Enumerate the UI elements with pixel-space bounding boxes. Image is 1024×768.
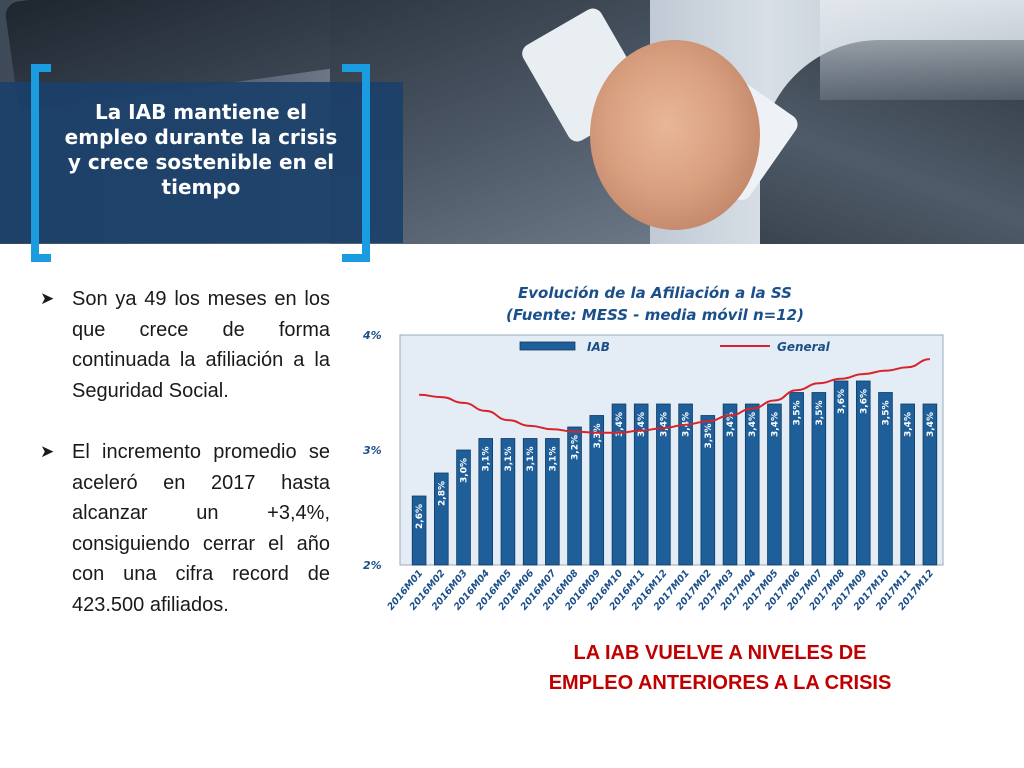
left-bracket-decoration [31,64,51,262]
slide-title: La IAB mantiene el empleo durante la cri… [64,100,338,199]
bar-data-label: 3,0% [460,458,470,483]
bar-data-label: 3,4% [726,412,736,437]
bar-data-label: 3,4% [904,412,914,437]
bar-data-label: 3,5% [815,401,825,426]
chart-title: Evolución de la Afiliación a la SS (Fuen… [420,282,890,326]
bar-data-label: 3,1% [526,447,536,472]
y-tick-label: 4% [362,329,382,342]
legend-swatch-iab [519,341,576,351]
bar-data-label: 3,1% [482,447,492,472]
bar-data-label: 3,4% [926,412,936,437]
bar [700,415,716,566]
bar [478,438,494,566]
bar [522,438,538,566]
bar-data-label: 3,2% [571,435,581,460]
bar [722,403,738,566]
bullet-text: El incremento promedio se aceleró en 201… [72,441,330,616]
legend-label-iab: IAB [587,340,610,354]
bar-data-label: 3,4% [637,412,647,437]
bar [833,380,849,566]
title-box [0,82,403,243]
general-series-line [419,358,930,434]
bullet-item: ➤ Son ya 49 los meses en los que crece d… [40,284,330,406]
bar [922,403,938,566]
bar-data-label: 3,3% [593,424,603,449]
y-tick-label: 3% [363,444,382,457]
arrow-right-icon: ➤ [40,442,55,461]
bar-data-label: 3,5% [793,401,803,426]
bar [411,495,427,566]
bar-data-label: 3,4% [770,412,780,437]
bullet-text: Son ya 49 los meses en los que crece de … [72,288,330,402]
handshake-hands [590,40,760,230]
bar-data-label: 2,8% [437,481,447,506]
bar [900,403,915,566]
y-tick-label: 2% [363,559,382,572]
handshake-photo [0,0,1024,244]
bar [434,472,449,566]
bar [878,392,893,566]
bullet-list: ➤ Son ya 49 los meses en los que crece d… [40,284,330,651]
bar [678,403,693,566]
bar [545,438,560,566]
tagline-line1: LA IAB VUELVE A NIVELES DE [573,642,867,664]
bar [811,392,827,566]
affiliation-bar-chart: 2%3%4%2,6%2016M012,8%2016M023,0%2016M033… [362,329,944,613]
bar [456,449,471,566]
bar-data-label: 3,4% [748,412,758,437]
bar-data-label: 3,3% [704,424,714,449]
tagline: LA IAB VUELVE A NIVELES DE EMPLEO ANTERI… [500,638,940,698]
chart-title-line2: (Fuente: MESS - media móvil n=12) [506,306,804,324]
bar [633,403,649,566]
bar [744,403,760,566]
bar [855,380,871,566]
bar [500,438,516,566]
bar-data-label: 3,6% [837,389,847,414]
tagline-line2: EMPLEO ANTERIORES A LA CRISIS [548,672,892,694]
bar [589,415,605,566]
bar [767,403,782,566]
arrow-right-icon: ➤ [40,289,55,308]
bar [611,403,627,566]
bar [789,392,804,566]
bar-data-label: 3,1% [548,447,558,472]
bar-data-label: 2,6% [415,504,425,529]
chart-title-line1: Evolución de la Afiliación a la SS [518,284,792,302]
bar-data-label: 3,5% [881,401,891,426]
bar-data-label: 3,4% [659,412,669,437]
bar-data-label: 3,4% [615,412,625,437]
bullet-item: ➤ El incremento promedio se aceleró en 2… [40,437,330,620]
bar [567,426,582,566]
bar-data-label: 3,6% [859,389,869,414]
right-bracket-decoration [342,64,370,262]
bar-data-label: 3,1% [504,447,514,472]
bar [656,403,671,566]
background-blur [820,0,1024,100]
legend-label-general: General [777,340,831,354]
